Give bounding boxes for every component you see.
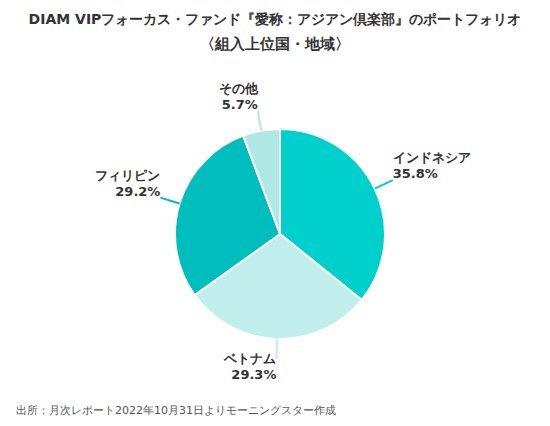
svg-text:ベトナム29.3%: ベトナム29.3% xyxy=(223,351,276,382)
html-text:〈組入上位国・地域〉: 〈組入上位国・地域〉 xyxy=(200,35,350,53)
svg-text:フィリピン29.2%: フィリピン29.2% xyxy=(95,168,160,199)
svg-text:その他5.7%: その他5.7% xyxy=(219,81,259,112)
html-text:出所：月次レポート2022年10月31日よりモーニングスター: 出所：月次レポート2022年10月31日よりモーニングスター作成 xyxy=(16,404,336,417)
html-text:DIAM VIPフォーカス・ファンド『愛称：アジアン倶楽部』: DIAM VIPフォーカス・ファンド『愛称：アジアン倶楽部』のポートフォリオ xyxy=(28,11,522,27)
svg-text:インドネシア35.8%: インドネシア35.8% xyxy=(393,150,471,181)
